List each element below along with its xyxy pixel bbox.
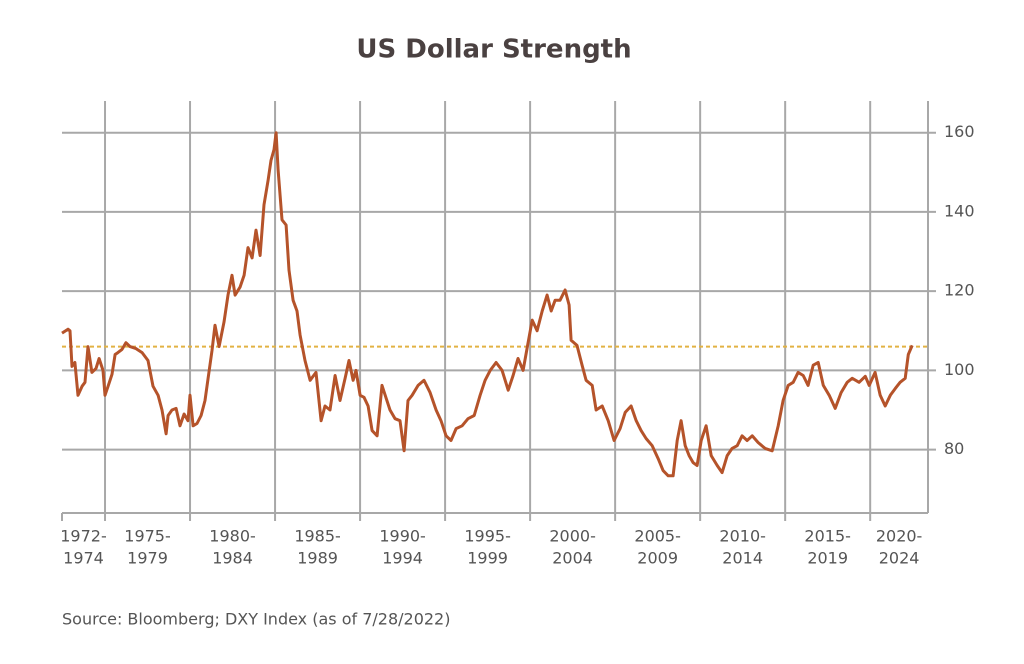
- x-period-label: 1999: [467, 549, 508, 568]
- x-period-label: 1985-: [294, 527, 341, 546]
- y-tick-label: 160: [944, 122, 975, 141]
- x-period-label: 1994: [382, 549, 423, 568]
- x-period-label: 1989: [297, 549, 338, 568]
- x-period-label: 2010-: [719, 527, 766, 546]
- y-tick-label: 120: [944, 281, 975, 300]
- x-period-label: 1995-: [464, 527, 511, 546]
- x-period-label: 1972-: [60, 527, 107, 546]
- x-period-label: 2014: [722, 549, 763, 568]
- x-period-label: 2020-: [876, 527, 923, 546]
- y-tick-label: 100: [944, 360, 975, 379]
- x-period-label: 2005-: [634, 527, 681, 546]
- x-period-label: 2004: [552, 549, 593, 568]
- x-period-label: 2019: [807, 549, 848, 568]
- x-period-label: 1974: [63, 549, 104, 568]
- x-period-label: 1979: [127, 549, 168, 568]
- x-period-label: 2000-: [549, 527, 596, 546]
- x-period-label: 1975-: [124, 527, 171, 546]
- data-line: [61, 131, 914, 478]
- x-period-label: 2009: [637, 549, 678, 568]
- x-period-label: 2015-: [804, 527, 851, 546]
- x-period-label: 2024: [879, 549, 920, 568]
- x-period-label: 1980-: [209, 527, 256, 546]
- y-tick-label: 80: [944, 439, 964, 458]
- y-tick-label: 140: [944, 201, 975, 220]
- x-period-label: 1984: [212, 549, 253, 568]
- x-period-label: 1990-: [379, 527, 426, 546]
- source-note: Source: Bloomberg; DXY Index (as of 7/28…: [62, 610, 450, 629]
- chart-title: US Dollar Strength: [356, 35, 631, 65]
